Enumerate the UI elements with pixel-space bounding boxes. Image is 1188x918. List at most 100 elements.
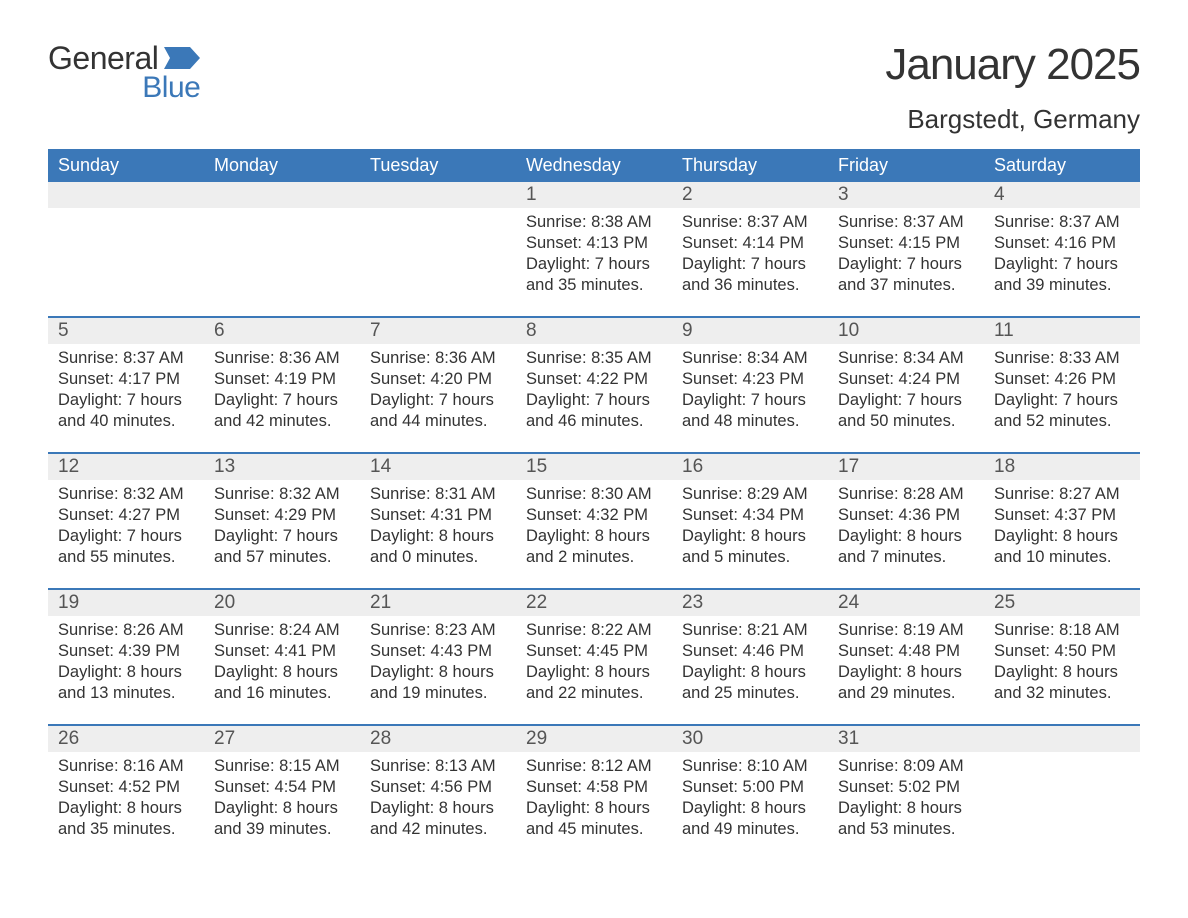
day-content-line: Sunrise: 8:22 AM xyxy=(526,620,662,641)
day-content-line: Daylight: 8 hours xyxy=(214,798,350,819)
day-number: 9 xyxy=(672,318,828,344)
day-content-line: Sunrise: 8:34 AM xyxy=(682,348,818,369)
day-content: Sunrise: 8:18 AMSunset: 4:50 PMDaylight:… xyxy=(984,616,1140,724)
day-content-line: Daylight: 8 hours xyxy=(994,662,1130,683)
day-content-line: Sunset: 4:36 PM xyxy=(838,505,974,526)
day-number: 26 xyxy=(48,726,204,752)
day-content-line: Sunrise: 8:27 AM xyxy=(994,484,1130,505)
day-number: 3 xyxy=(828,182,984,208)
day-content: Sunrise: 8:23 AMSunset: 4:43 PMDaylight:… xyxy=(360,616,516,724)
day-content-line: Daylight: 8 hours xyxy=(58,798,194,819)
day-header: Wednesday xyxy=(516,149,672,182)
day-content-line: Sunrise: 8:37 AM xyxy=(994,212,1130,233)
day-content-line: and 40 minutes. xyxy=(58,411,194,432)
day-content-line: Sunset: 4:32 PM xyxy=(526,505,662,526)
day-number: 4 xyxy=(984,182,1140,208)
day-number: 5 xyxy=(48,318,204,344)
day-content-line: Daylight: 8 hours xyxy=(526,662,662,683)
title-block: January 2025 Bargstedt, Germany xyxy=(885,40,1140,135)
day-content: Sunrise: 8:24 AMSunset: 4:41 PMDaylight:… xyxy=(204,616,360,724)
week-content-row: Sunrise: 8:38 AMSunset: 4:13 PMDaylight:… xyxy=(48,208,1140,316)
day-content-line: Daylight: 8 hours xyxy=(838,526,974,547)
day-content-line: Sunrise: 8:36 AM xyxy=(214,348,350,369)
day-content-line: Sunset: 4:43 PM xyxy=(370,641,506,662)
day-content-line: Daylight: 8 hours xyxy=(526,798,662,819)
day-content-line: Daylight: 7 hours xyxy=(682,254,818,275)
day-content: Sunrise: 8:12 AMSunset: 4:58 PMDaylight:… xyxy=(516,752,672,860)
day-number xyxy=(984,726,1140,752)
day-content: Sunrise: 8:32 AMSunset: 4:27 PMDaylight:… xyxy=(48,480,204,588)
week-number-row: 567891011 xyxy=(48,316,1140,344)
day-content: Sunrise: 8:31 AMSunset: 4:31 PMDaylight:… xyxy=(360,480,516,588)
day-number: 10 xyxy=(828,318,984,344)
day-content-line: Daylight: 7 hours xyxy=(526,254,662,275)
day-content: Sunrise: 8:38 AMSunset: 4:13 PMDaylight:… xyxy=(516,208,672,316)
day-content-line: Sunrise: 8:37 AM xyxy=(58,348,194,369)
day-content-line: Sunset: 4:48 PM xyxy=(838,641,974,662)
day-header-row: SundayMondayTuesdayWednesdayThursdayFrid… xyxy=(48,149,1140,182)
day-content-line: Sunset: 4:24 PM xyxy=(838,369,974,390)
day-content-line: and 35 minutes. xyxy=(58,819,194,840)
day-content-line: Sunrise: 8:23 AM xyxy=(370,620,506,641)
day-content: Sunrise: 8:13 AMSunset: 4:56 PMDaylight:… xyxy=(360,752,516,860)
day-content-line: and 57 minutes. xyxy=(214,547,350,568)
day-content-line: and 25 minutes. xyxy=(682,683,818,704)
day-content-line: and 35 minutes. xyxy=(526,275,662,296)
day-content: Sunrise: 8:34 AMSunset: 4:23 PMDaylight:… xyxy=(672,344,828,452)
day-content-line: Sunset: 4:17 PM xyxy=(58,369,194,390)
day-content-line: Sunset: 4:45 PM xyxy=(526,641,662,662)
day-content-line: and 50 minutes. xyxy=(838,411,974,432)
day-content-line: and 10 minutes. xyxy=(994,547,1130,568)
day-content-line: Daylight: 7 hours xyxy=(58,526,194,547)
day-content-line: Daylight: 7 hours xyxy=(214,526,350,547)
day-number: 27 xyxy=(204,726,360,752)
day-content: Sunrise: 8:21 AMSunset: 4:46 PMDaylight:… xyxy=(672,616,828,724)
week-content-row: Sunrise: 8:37 AMSunset: 4:17 PM Daylight:… xyxy=(48,344,1140,452)
day-content-line: Daylight: 8 hours xyxy=(58,662,194,683)
day-number: 18 xyxy=(984,454,1140,480)
day-number: 7 xyxy=(360,318,516,344)
day-header: Sunday xyxy=(48,149,204,182)
day-content-line: Sunset: 4:26 PM xyxy=(994,369,1130,390)
day-content-line: Daylight: 8 hours xyxy=(370,798,506,819)
day-content: Sunrise: 8:36 AMSunset: 4:20 PMDaylight:… xyxy=(360,344,516,452)
day-content-line: Sunrise: 8:16 AM xyxy=(58,756,194,777)
day-content: Sunrise: 8:29 AMSunset: 4:34 PMDaylight:… xyxy=(672,480,828,588)
day-content-line: Daylight: 7 hours xyxy=(994,254,1130,275)
day-content-line: and 42 minutes. xyxy=(370,819,506,840)
day-content: Sunrise: 8:33 AMSunset: 4:26 PMDaylight:… xyxy=(984,344,1140,452)
day-number xyxy=(204,182,360,208)
day-content-line: Sunset: 4:52 PM xyxy=(58,777,194,798)
day-number: 2 xyxy=(672,182,828,208)
day-content: Sunrise: 8:35 AMSunset: 4:22 PMDaylight:… xyxy=(516,344,672,452)
day-content-line: Sunset: 4:14 PM xyxy=(682,233,818,254)
day-content-line: Daylight: 7 hours xyxy=(838,390,974,411)
day-content-line: Sunset: 4:27 PM xyxy=(58,505,194,526)
day-content-line: Daylight: 8 hours xyxy=(838,798,974,819)
day-content: Sunrise: 8:37 AMSunset: 4:15 PMDaylight:… xyxy=(828,208,984,316)
day-number: 16 xyxy=(672,454,828,480)
day-content-line: and 52 minutes. xyxy=(994,411,1130,432)
day-number: 14 xyxy=(360,454,516,480)
day-content-line: Daylight: 8 hours xyxy=(994,526,1130,547)
day-content-line: and 39 minutes. xyxy=(214,819,350,840)
week-content-row: Sunrise: 8:32 AMSunset: 4:27 PMDaylight:… xyxy=(48,480,1140,588)
day-content-line: and 44 minutes. xyxy=(370,411,506,432)
day-number xyxy=(360,182,516,208)
day-content-line: and 55 minutes. xyxy=(58,547,194,568)
day-content-line: Sunrise: 8:24 AM xyxy=(214,620,350,641)
day-content-line: and 0 minutes. xyxy=(370,547,506,568)
day-number: 28 xyxy=(360,726,516,752)
day-content-line: Sunset: 4:34 PM xyxy=(682,505,818,526)
day-content-line: Sunrise: 8:31 AM xyxy=(370,484,506,505)
day-content-line: Sunrise: 8:35 AM xyxy=(526,348,662,369)
day-number: 25 xyxy=(984,590,1140,616)
day-content-line: and 5 minutes. xyxy=(682,547,818,568)
day-number: 31 xyxy=(828,726,984,752)
day-number: 20 xyxy=(204,590,360,616)
day-content-line: Daylight: 7 hours xyxy=(214,390,350,411)
calendar: SundayMondayTuesdayWednesdayThursdayFrid… xyxy=(48,149,1140,860)
day-content-line: Sunset: 4:31 PM xyxy=(370,505,506,526)
day-content: Sunrise: 8:32 AMSunset: 4:29 PMDaylight:… xyxy=(204,480,360,588)
day-content: Sunrise: 8:37 AMSunset: 4:17 PMDaylight:… xyxy=(48,344,204,452)
